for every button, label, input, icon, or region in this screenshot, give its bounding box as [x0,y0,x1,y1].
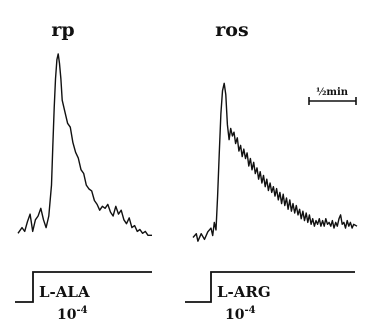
response-trace-rp [17,53,152,236]
stimulus-concentration-right: 10-4 [225,305,256,323]
response-trace-ros [192,82,358,242]
scale-bar: ½min [308,87,357,105]
stimulus-label-l-arg: L-ARG [217,283,271,301]
scale-bar-label: ½min [316,87,349,98]
panel-title-ros: ros [215,19,248,41]
panel-title-rp: rp [51,19,74,41]
stimulus-label-l-ala: L-ALA [39,283,90,301]
stimulus-concentration-left: 10-4 [57,305,88,323]
stimulus-step-left [15,271,152,303]
stimulus-step-right [185,271,355,303]
